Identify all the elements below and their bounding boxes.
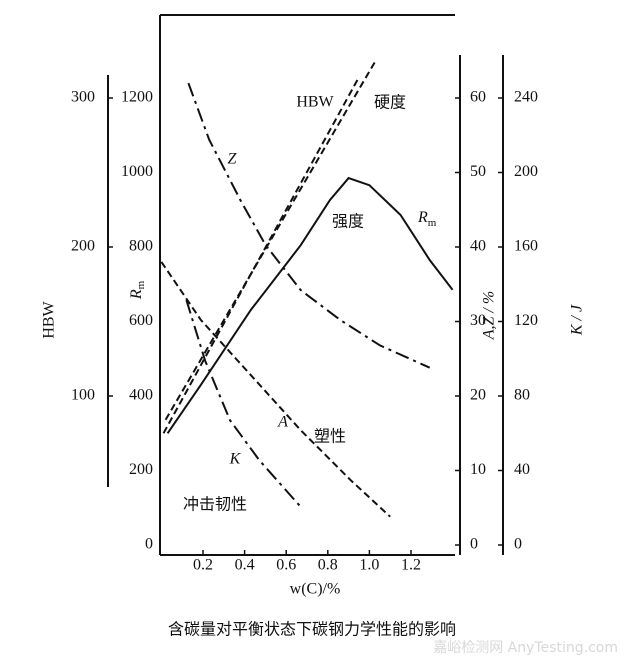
x-tick-label: 0.2 [193, 557, 213, 574]
series-line [162, 76, 360, 434]
annotation: HBW [296, 94, 334, 111]
y-tick-label: 80 [514, 387, 530, 404]
series-line [185, 299, 302, 508]
annotation: 冲击韧性 [183, 495, 247, 514]
y-tick-label: 100 [71, 387, 95, 404]
annotation: Z [228, 151, 238, 168]
y-tick-label: 160 [514, 238, 538, 255]
annotation: A [277, 414, 288, 431]
y-tick-label: 200 [514, 163, 538, 180]
x-tick-label: 0.8 [318, 557, 338, 574]
y-tick-label: 0 [514, 536, 522, 553]
y-tick-label: 300 [71, 89, 95, 106]
y-tick-label: 60 [470, 89, 486, 106]
y-tick-label: 20 [470, 387, 486, 404]
x-tick-label: 0.4 [235, 557, 255, 574]
annotation: K [229, 451, 242, 468]
annotation: 强度 [332, 212, 364, 231]
series-line [187, 82, 431, 369]
y-tick-label: 400 [129, 387, 153, 404]
y-tick-label: 800 [129, 238, 153, 255]
y-tick-label: 10 [470, 461, 486, 478]
y-tick-label: 240 [514, 89, 538, 106]
k-axis-label: K / J [569, 304, 586, 336]
az-axis-label: A,Z / % [481, 291, 498, 340]
y-tick-label: 0 [145, 536, 153, 553]
annotation: 硬度 [374, 93, 406, 112]
hbw-axis-label: HBW [41, 300, 58, 338]
x-axis-label: w(C)/% [290, 581, 341, 598]
y-tick-label: 1000 [121, 163, 153, 180]
y-tick-label: 120 [514, 312, 538, 329]
y-tick-label: 1200 [121, 89, 153, 106]
y-tick-label: 200 [71, 238, 95, 255]
y-tick-label: 200 [129, 461, 153, 478]
y-tick-label: 40 [514, 461, 530, 478]
y-tick-label: 40 [470, 238, 486, 255]
rm-axis-label: Rm [128, 280, 147, 300]
y-tick-label: 0 [470, 536, 478, 553]
caption: 含碳量对平衡状态下碳钢力学性能的影响 [168, 620, 456, 639]
y-tick-label: 600 [129, 312, 153, 329]
series-line [166, 176, 454, 434]
y-tick-label: 30 [470, 312, 486, 329]
series-line [160, 261, 391, 518]
series-line [164, 60, 377, 421]
annotation: 塑性 [314, 427, 346, 446]
watermark: 嘉峪检测网 AnyTesting.com [433, 640, 618, 656]
x-tick-label: 0.6 [276, 557, 296, 574]
x-tick-label: 1.2 [401, 557, 421, 574]
x-tick-label: 1.0 [359, 557, 379, 574]
annotation: Rm [417, 209, 437, 229]
y-tick-label: 50 [470, 163, 486, 180]
